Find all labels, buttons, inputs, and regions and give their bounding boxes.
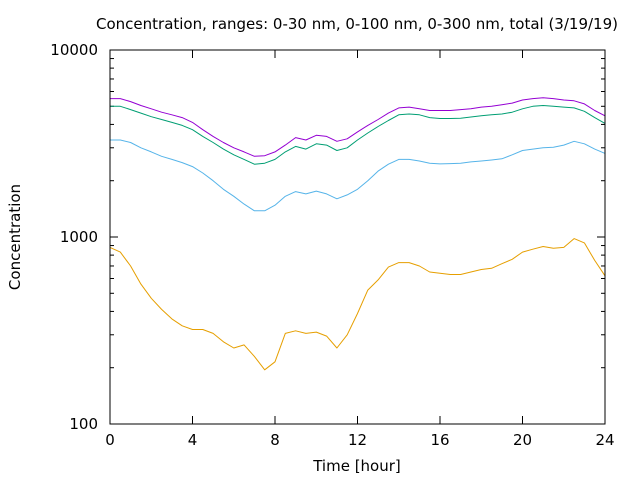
x-tick-label: 8 — [270, 431, 280, 449]
x-tick-label: 24 — [595, 431, 614, 449]
x-tick-label: 16 — [430, 431, 449, 449]
axis-ticks: 0 4 8 12 16 20 24 100 1000 10000 — [50, 41, 614, 449]
y-tick-label: 1000 — [60, 228, 98, 246]
chart-title: Concentration, ranges: 0-30 nm, 0-100 nm… — [96, 15, 618, 33]
x-tick-label: 20 — [513, 431, 532, 449]
y-tick-label: 100 — [69, 415, 98, 433]
x-axis-label: Time [hour] — [312, 457, 401, 475]
x-tick-label: 4 — [188, 431, 198, 449]
plot-frame — [109, 49, 606, 425]
series-lines — [109, 97, 606, 371]
series-line-2 — [110, 139, 606, 212]
y-axis-label: Concentration — [6, 184, 24, 290]
series-line-1 — [109, 238, 606, 371]
series-line-3 — [110, 105, 606, 165]
x-tick-label: 12 — [348, 431, 367, 449]
series-line-4 — [110, 97, 606, 157]
x-tick-label: 0 — [105, 431, 115, 449]
y-tick-label: 10000 — [50, 41, 98, 59]
